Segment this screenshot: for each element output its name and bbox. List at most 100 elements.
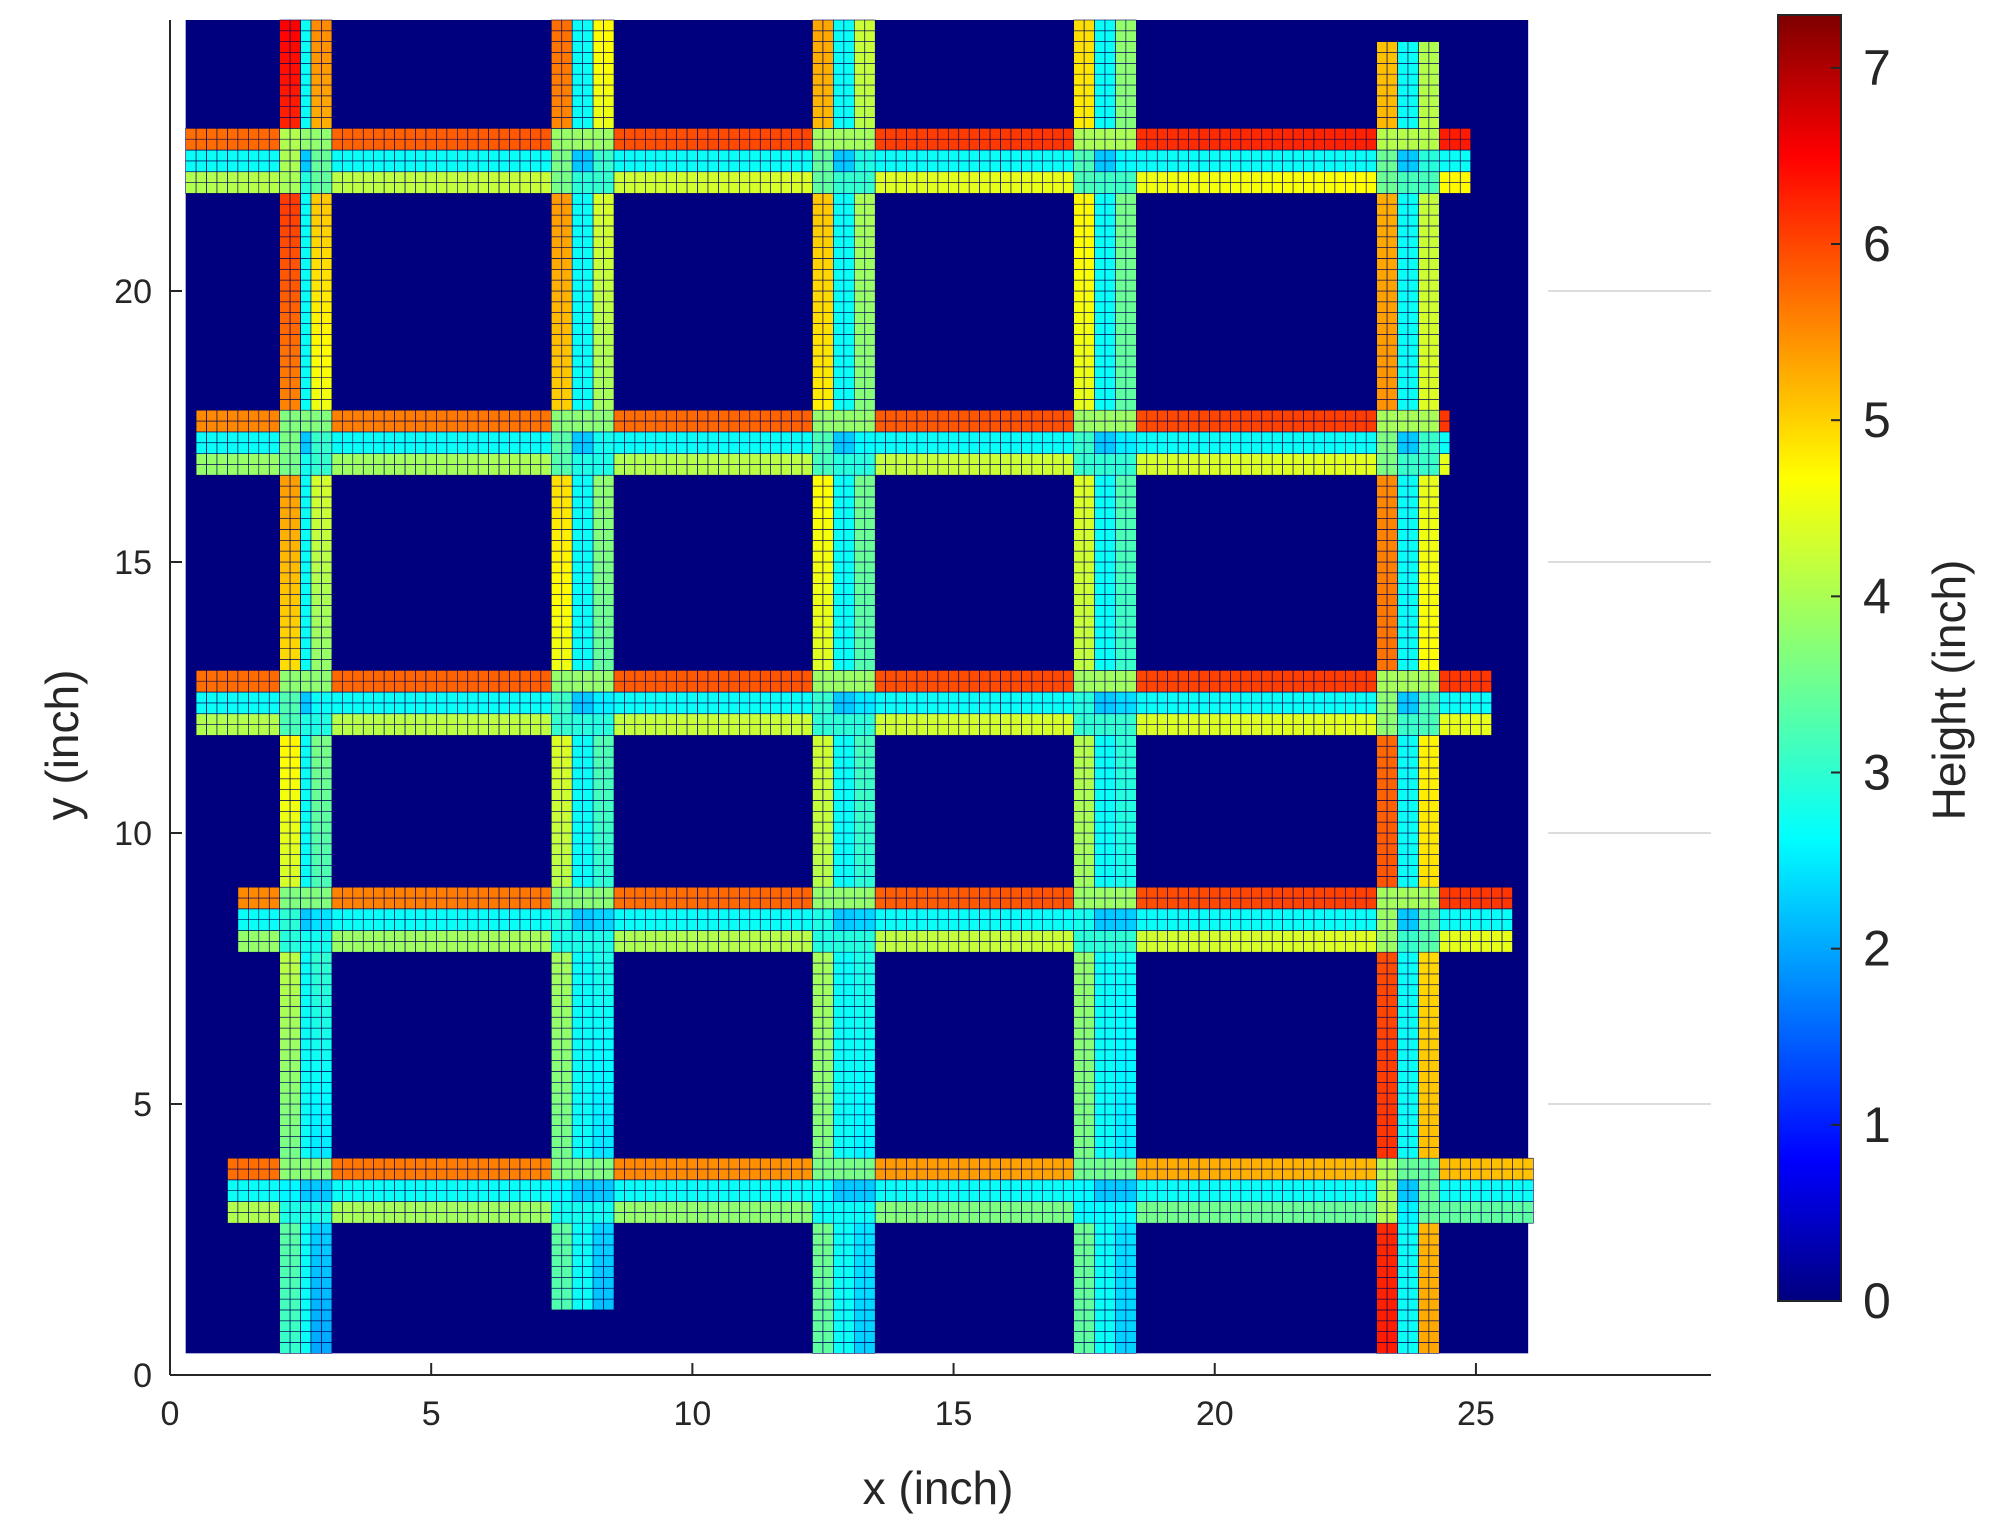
heatmap-cell [770,182,782,194]
heatmap-cell [927,453,939,465]
heatmap-cell [812,290,824,303]
heatmap-cell [289,496,301,509]
heatmap-cell [321,778,333,790]
heatmap-cell [1125,95,1137,108]
heatmap-cell [1073,767,1085,780]
heatmap-cell [550,225,562,238]
heatmap-cell [780,171,792,183]
heatmap-cell [488,702,500,715]
heatmap-cell [300,355,312,368]
heatmap-cell [833,485,845,498]
heatmap-cell [310,561,322,574]
heatmap-cell [686,724,698,736]
heatmap-cell [279,539,291,552]
heatmap-cell [550,659,562,671]
heatmap-cell [289,149,301,162]
heatmap-cell [718,160,730,172]
heatmap-cell [425,128,437,140]
heatmap-cell [519,464,531,476]
heatmap-cell [289,1103,301,1116]
heatmap-cell [822,1136,834,1148]
heatmap-cell [833,1309,845,1322]
heatmap-cell [1104,659,1116,671]
heatmap-cell [1125,182,1137,194]
heatmap-cell [456,702,468,715]
heatmap-cell [874,1179,886,1192]
heatmap-cell [822,691,834,704]
heatmap-cell [310,1006,322,1018]
heatmap-cell [279,821,291,834]
heatmap-cell [1115,95,1127,108]
heatmap-cell [488,691,500,704]
heatmap-cell [895,420,907,433]
heatmap-cell [1104,745,1116,758]
heatmap-cell [853,745,865,758]
heatmap-cell [488,138,500,151]
heatmap-cell [843,453,855,465]
heatmap-cell [592,735,604,747]
heatmap-cell [958,908,970,921]
heatmap-cell [603,778,615,790]
heatmap-cell [519,691,531,704]
heatmap-cell [498,464,510,476]
heatmap-cell [1052,702,1064,715]
heatmap-cell [812,160,824,172]
heatmap-cell [1073,420,1085,433]
heatmap-cell [853,800,865,812]
heatmap-cell [822,572,834,584]
heatmap-cell [571,1255,583,1267]
heatmap-cell [1104,95,1116,108]
heatmap-cell [1115,1027,1127,1040]
heatmap-cell [289,334,301,346]
heatmap-cell [1083,962,1095,975]
heatmap-cell [321,767,333,780]
heatmap-cell [530,1212,542,1224]
heatmap-cell [310,1266,322,1278]
heatmap-cell [509,897,521,910]
heatmap-cell [279,247,291,259]
heatmap-cell [394,930,406,942]
heatmap-cell [362,409,374,422]
heatmap-cell [289,594,301,606]
heatmap-cell [1115,680,1127,693]
heatmap-cell [279,63,291,75]
heatmap-cell [968,1168,980,1181]
heatmap-cell [812,865,824,877]
heatmap-cell [1125,355,1137,368]
heatmap-cell [885,724,897,736]
heatmap-cell [498,149,510,162]
heatmap-cell [1146,691,1158,704]
heatmap-cell [540,930,552,942]
heatmap-cell [582,399,594,411]
heatmap-cell [550,1157,562,1170]
heatmap-cell [812,951,824,964]
heatmap-cell [582,247,594,259]
heatmap-cell [436,431,448,443]
heatmap-cell [739,724,751,736]
heatmap-cell [1083,128,1095,140]
heatmap-cell [843,1157,855,1170]
heatmap-cell [258,1190,270,1202]
heatmap-cell [279,312,291,324]
heatmap-cell [613,908,625,921]
heatmap-cell [342,1179,354,1192]
heatmap-cell [571,214,583,227]
heatmap-cell [310,821,322,834]
heatmap-cell [979,464,991,476]
heatmap-cell [853,670,865,682]
heatmap-cell [519,1190,531,1202]
heatmap-cell [352,713,364,725]
heatmap-cell [989,1179,1001,1192]
heatmap-cell [415,680,427,693]
heatmap-cell [561,648,573,660]
heatmap-cell [822,290,834,303]
heatmap-cell [571,886,583,899]
heatmap-cell [258,1157,270,1170]
heatmap-cell [561,258,573,270]
heatmap-cell [1073,973,1085,986]
heatmap-cell [624,670,636,682]
heatmap-cell [477,908,489,921]
heatmap-cell [195,171,207,183]
heatmap-cell [613,409,625,422]
heatmap-cell [1094,95,1106,108]
